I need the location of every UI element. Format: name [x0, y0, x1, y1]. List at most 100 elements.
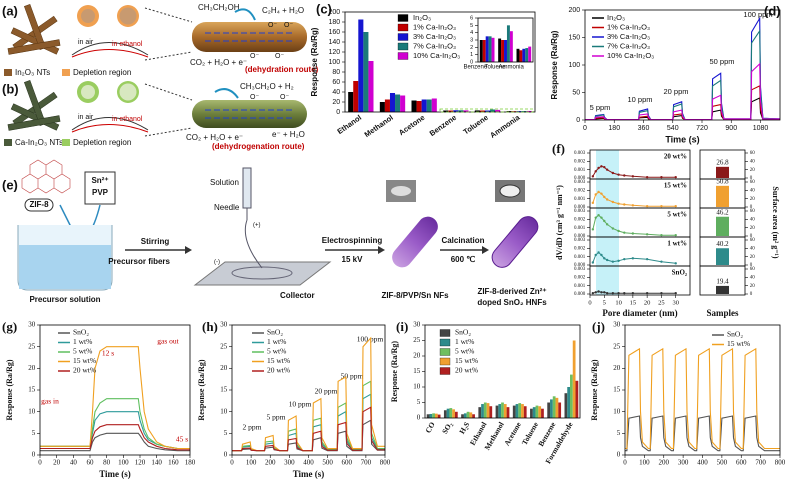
- x-tick-label: 600: [342, 459, 353, 467]
- ion: O⁻: [284, 22, 293, 29]
- annotation: 12 s: [102, 349, 114, 358]
- series-point: [645, 175, 649, 179]
- needle: [244, 208, 263, 269]
- x-axis-label: Time (s): [99, 469, 131, 479]
- y-tick-label: 30: [413, 321, 421, 329]
- annotation: doped SnO₂ HNFs: [477, 298, 547, 307]
- bar: [443, 410, 447, 418]
- series-point: [603, 195, 606, 199]
- y-tick-label: 0.000: [574, 234, 586, 239]
- nanotube: [192, 100, 307, 128]
- x-tick-label: 360: [638, 125, 650, 132]
- x-tick-label: 180: [185, 459, 196, 467]
- legend-text: 3% Ca-In₂O₃: [413, 32, 456, 41]
- legend-text: 5 wt%: [73, 347, 92, 356]
- annotation: e⁻ + H₂O: [272, 130, 305, 139]
- chart: (c)Response (Ra/Rg)020406080100120140160…: [310, 1, 536, 140]
- legend-swatch: [439, 348, 451, 356]
- legend-text: Depletion region: [73, 68, 131, 77]
- series-point: [631, 204, 635, 207]
- chart: (f) dV/dD (cm³ g⁻¹ nm⁻¹) 0.000 0.001 0.002 0.…: [552, 141, 780, 318]
- bar: [400, 95, 406, 112]
- bar: [501, 402, 504, 418]
- nanotubes: [7, 4, 61, 55]
- value-label: 50.8: [716, 177, 729, 185]
- grain-core: [81, 85, 95, 99]
- series-point: [623, 231, 626, 234]
- annotation: gas out: [157, 337, 179, 346]
- y-tick-label: 25: [413, 336, 421, 344]
- legend-text: 3% Ca-In₂O₃: [607, 32, 650, 41]
- legend-text: 5 wt%: [455, 347, 474, 356]
- x-tick-label: 300: [678, 459, 689, 467]
- y-tick-label: 20: [613, 364, 621, 372]
- legend-text: SnO₂: [727, 330, 743, 339]
- bar: [519, 50, 523, 62]
- inset-marker: [439, 108, 534, 113]
- series-point: [623, 257, 626, 261]
- bar: [530, 408, 533, 418]
- bar: [572, 340, 576, 418]
- electron-flow: [205, 32, 295, 42]
- panel-label: (d): [764, 3, 781, 18]
- series-point: [591, 261, 595, 264]
- legend-swatch: [4, 139, 12, 146]
- chart: (d) Response (Ra/Rg) 5 ppm 10 ppm 20 ppm 50 p…: [550, 3, 781, 144]
- x-tick-label: 900: [725, 125, 737, 132]
- y-tick-label: 25: [28, 342, 36, 350]
- x-tick-label: 400: [303, 459, 314, 467]
- series-point: [645, 291, 649, 295]
- x-tick-label: 800: [775, 459, 786, 467]
- annotation: ZIF-8-derived Zn²⁺: [477, 287, 546, 296]
- y-axis-label: Response (Ra/Rg): [390, 341, 399, 402]
- bar: [570, 374, 573, 418]
- bar: [532, 407, 536, 418]
- x-tick-label: CO: [423, 420, 437, 434]
- series-point: [617, 259, 620, 263]
- arrowhead: [185, 246, 192, 254]
- series-point: [660, 233, 663, 237]
- y-tick-label: 3: [470, 37, 473, 43]
- grain-core: [81, 9, 95, 23]
- arrow: [234, 8, 256, 21]
- bar: [515, 404, 519, 418]
- y-tick-label: 0.001: [574, 226, 586, 231]
- legend-swatch: [439, 329, 451, 337]
- zif-network: [21, 159, 71, 194]
- series-point: [674, 175, 677, 179]
- y-tick-label: 20: [750, 226, 756, 231]
- bar: [558, 402, 562, 418]
- y-tick-label: 60: [750, 151, 756, 156]
- y-tick-label: 60: [750, 238, 756, 243]
- legend-text: 10% Ca-In₂O₃: [413, 51, 460, 60]
- x-tick-label: Toluene: [462, 113, 490, 137]
- legend-swatch: [397, 14, 409, 22]
- annotation: in air: [78, 39, 94, 46]
- plot-frame: [624, 324, 781, 456]
- bar: [495, 109, 501, 112]
- y-tick-label: 20: [750, 255, 756, 260]
- y-tick-label: 15: [413, 367, 421, 375]
- series-point: [623, 174, 626, 177]
- y-tick-label: 15: [220, 386, 228, 394]
- series-point: [623, 291, 626, 295]
- annotation: 5 ppm: [590, 103, 611, 112]
- y-tick-label: 0: [750, 205, 753, 210]
- y-tick-label: 0: [470, 59, 473, 65]
- y-tick-label: 0: [617, 451, 621, 459]
- y-tick-label: 4: [470, 30, 473, 36]
- value-label: 46.2: [716, 208, 729, 216]
- y-tick-label: 0: [32, 451, 36, 459]
- bar: [485, 36, 489, 62]
- x-tick-label: 120: [135, 459, 146, 467]
- legend-swatch: [439, 338, 451, 347]
- bar: [453, 110, 459, 112]
- legend-text: 1% Ca-In₂O₃: [607, 22, 650, 31]
- panel-label: (b): [2, 81, 19, 96]
- series-point: [611, 171, 615, 175]
- series-point: [645, 257, 649, 261]
- annotation: (-): [214, 260, 220, 266]
- legend-swatch: [62, 139, 70, 146]
- x-tick-label: 140: [151, 459, 162, 467]
- annotation: in air: [78, 114, 94, 121]
